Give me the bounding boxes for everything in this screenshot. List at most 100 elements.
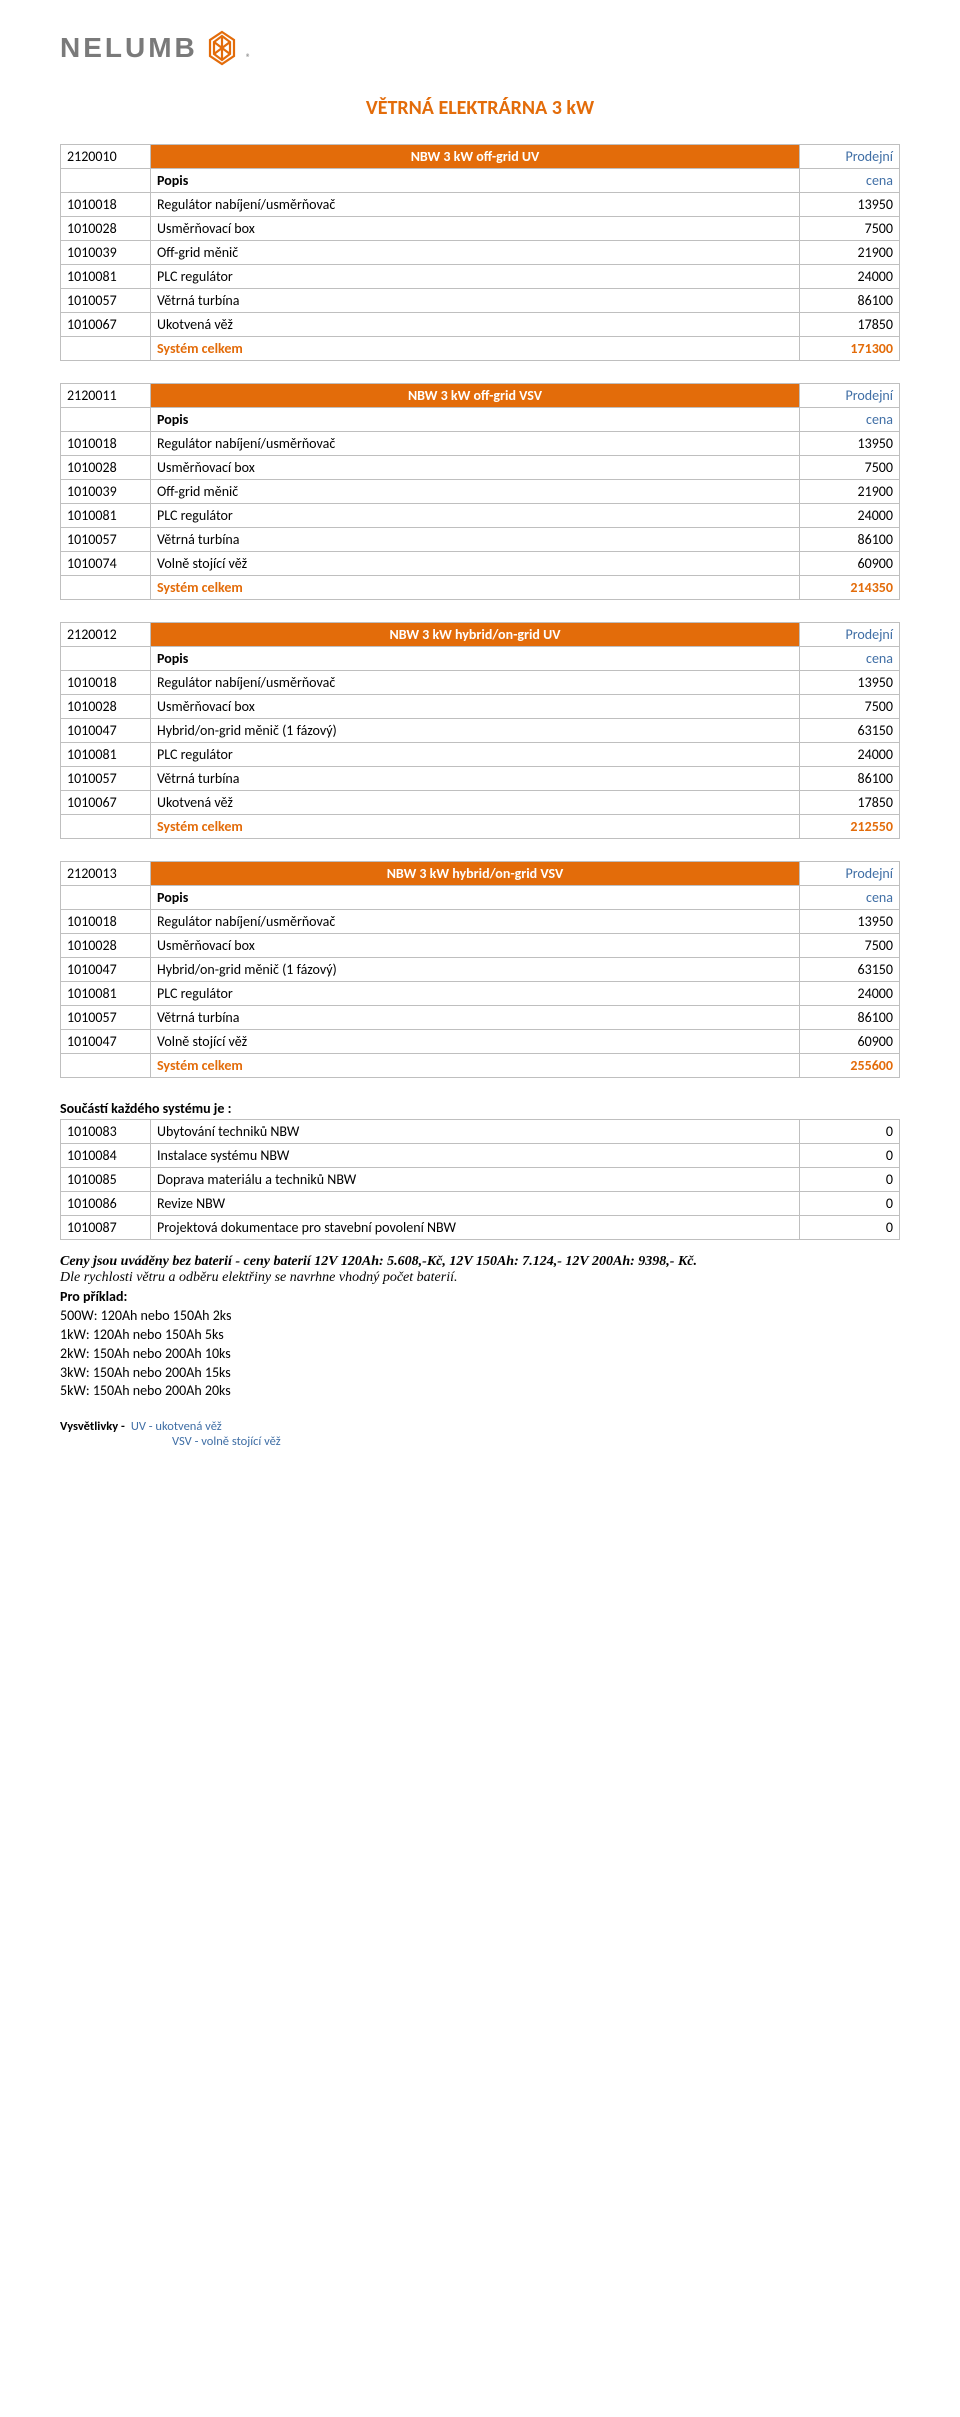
- row-code: 1010018: [61, 432, 151, 456]
- header-prodejni: Prodejní: [800, 145, 900, 169]
- table-row: 1010067Ukotvená věž17850: [61, 791, 900, 815]
- row-code: 1010057: [61, 767, 151, 791]
- cena-label: cena: [800, 886, 900, 910]
- row-code: 1010074: [61, 552, 151, 576]
- row-price: 86100: [800, 767, 900, 791]
- table-row: 1010057Větrná turbína86100: [61, 1006, 900, 1030]
- notes: Ceny jsou uváděny bez baterií - ceny bat…: [60, 1254, 900, 1401]
- row-price: 17850: [800, 313, 900, 337]
- blank-cell: [61, 576, 151, 600]
- table-row: 1010085Doprava materiálu a techniků NBW0: [61, 1168, 900, 1192]
- table-row: 1010039Off-grid měnič21900: [61, 241, 900, 265]
- header-code: 2120013: [61, 862, 151, 886]
- header-prodejni: Prodejní: [800, 862, 900, 886]
- row-price: 0: [800, 1192, 900, 1216]
- row-price: 13950: [800, 910, 900, 934]
- table-row: 1010028Usměrňovací box7500: [61, 217, 900, 241]
- row-price: 13950: [800, 193, 900, 217]
- row-desc: Volně stojící věž: [151, 552, 800, 576]
- row-desc: Regulátor nabíjení/usměrňovač: [151, 910, 800, 934]
- row-price: 21900: [800, 241, 900, 265]
- cena-label: cena: [800, 647, 900, 671]
- table-row: 1010081PLC regulátor24000: [61, 743, 900, 767]
- row-code: 1010057: [61, 289, 151, 313]
- row-code: 1010047: [61, 1030, 151, 1054]
- product-table: 2120011NBW 3 kW off-grid VSVProdejníPopi…: [60, 383, 900, 600]
- blank-cell: [61, 169, 151, 193]
- example-title: Pro příklad:: [60, 1288, 900, 1307]
- row-price: 0: [800, 1168, 900, 1192]
- row-code: 1010047: [61, 958, 151, 982]
- trademark: ®: [246, 51, 251, 64]
- row-price: 0: [800, 1216, 900, 1240]
- row-desc: Regulátor nabíjení/usměrňovač: [151, 432, 800, 456]
- row-code: 1010028: [61, 217, 151, 241]
- row-code: 1010057: [61, 528, 151, 552]
- row-desc: Volně stojící věž: [151, 1030, 800, 1054]
- row-code: 1010018: [61, 193, 151, 217]
- row-code: 1010086: [61, 1192, 151, 1216]
- row-desc: Off-grid měnič: [151, 241, 800, 265]
- row-price: 63150: [800, 958, 900, 982]
- row-desc: Projektová dokumentace pro stavební povo…: [151, 1216, 800, 1240]
- table-row: 1010081PLC regulátor24000: [61, 265, 900, 289]
- row-desc: Usměrňovací box: [151, 456, 800, 480]
- table-row: 1010018Regulátor nabíjení/usměrňovač1395…: [61, 193, 900, 217]
- total-value: 214350: [800, 576, 900, 600]
- table-row: 1010081PLC regulátor24000: [61, 504, 900, 528]
- popis-label: Popis: [151, 169, 800, 193]
- example-line: 5kW: 150Ah nebo 200Ah 20ks: [60, 1382, 900, 1401]
- row-code: 1010057: [61, 1006, 151, 1030]
- note-prices: Ceny jsou uváděny bez baterií - ceny bat…: [60, 1254, 900, 1270]
- row-price: 7500: [800, 456, 900, 480]
- row-code: 1010039: [61, 480, 151, 504]
- header-code: 2120011: [61, 384, 151, 408]
- row-price: 86100: [800, 1006, 900, 1030]
- total-label: Systém celkem: [151, 576, 800, 600]
- row-desc: Off-grid měnič: [151, 480, 800, 504]
- row-desc: Ukotvená věž: [151, 313, 800, 337]
- table-row: 1010018Regulátor nabíjení/usměrňovač1395…: [61, 910, 900, 934]
- example-line: 500W: 120Ah nebo 150Ah 2ks: [60, 1307, 900, 1326]
- blank-cell: [61, 815, 151, 839]
- row-price: 13950: [800, 432, 900, 456]
- row-price: 86100: [800, 289, 900, 313]
- cena-label: cena: [800, 408, 900, 432]
- row-price: 17850: [800, 791, 900, 815]
- example-line: 2kW: 150Ah nebo 200Ah 10ks: [60, 1345, 900, 1364]
- product-table: 2120013NBW 3 kW hybrid/on-grid VSVProdej…: [60, 861, 900, 1078]
- header-code: 2120010: [61, 145, 151, 169]
- row-price: 24000: [800, 504, 900, 528]
- row-desc: Doprava materiálu a techniků NBW: [151, 1168, 800, 1192]
- table-row: 1010057Větrná turbína86100: [61, 767, 900, 791]
- row-desc: Usměrňovací box: [151, 217, 800, 241]
- row-price: 0: [800, 1144, 900, 1168]
- table-row: 1010047Hybrid/on-grid měnič (1 fázový)63…: [61, 719, 900, 743]
- row-desc: PLC regulátor: [151, 743, 800, 767]
- table-row: 1010081PLC regulátor24000: [61, 982, 900, 1006]
- table-row: 1010057Větrná turbína86100: [61, 528, 900, 552]
- example-line: 1kW: 120Ah nebo 150Ah 5ks: [60, 1326, 900, 1345]
- blank-cell: [61, 337, 151, 361]
- blank-cell: [61, 1054, 151, 1078]
- row-price: 24000: [800, 982, 900, 1006]
- logo-text: NELUMB: [60, 32, 198, 64]
- table-row: 1010028Usměrňovací box7500: [61, 456, 900, 480]
- legend-item: UV - ukotvená věž: [131, 1419, 222, 1434]
- row-desc: Regulátor nabíjení/usměrňovač: [151, 671, 800, 695]
- row-desc: Ubytování techniků NBW: [151, 1120, 800, 1144]
- table-row: 1010067Ukotvená věž17850: [61, 313, 900, 337]
- popis-label: Popis: [151, 408, 800, 432]
- table-row: 1010018Regulátor nabíjení/usměrňovač1395…: [61, 671, 900, 695]
- row-code: 1010067: [61, 791, 151, 815]
- row-desc: PLC regulátor: [151, 504, 800, 528]
- header-code: 2120012: [61, 623, 151, 647]
- row-code: 1010028: [61, 695, 151, 719]
- row-price: 0: [800, 1120, 900, 1144]
- blank-cell: [61, 408, 151, 432]
- row-code: 1010018: [61, 910, 151, 934]
- header-prodejni: Prodejní: [800, 623, 900, 647]
- table-row: 1010074Volně stojící věž60900: [61, 552, 900, 576]
- row-price: 60900: [800, 1030, 900, 1054]
- row-desc: Větrná turbína: [151, 289, 800, 313]
